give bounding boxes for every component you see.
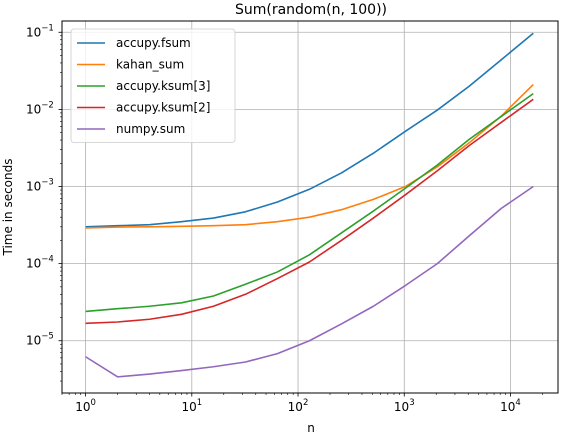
- y-tick-label: 10−3: [26, 178, 54, 194]
- series-line-accupy-fsum: [85, 32, 534, 228]
- x-tick-label: 104: [500, 398, 521, 414]
- series-line-kahan-sum: [85, 83, 534, 229]
- legend: accupy.fsum kahan_sum accupy.ksum[3] accupy…: [70, 28, 236, 143]
- x-tick-label: 102: [288, 398, 309, 414]
- x-tick-label: 100: [75, 398, 96, 414]
- axis-ticks: 100 101 102 103 104 10−5 10−4 10−3 10−2 10−1: [26, 23, 543, 414]
- y-tick-label: 10−4: [26, 255, 54, 271]
- legend-label: numpy.sum: [116, 122, 185, 136]
- legend-label: accupy.ksum[2]: [116, 101, 210, 115]
- y-tick-label: 10−1: [26, 23, 54, 39]
- x-tick-label: 101: [181, 398, 202, 414]
- chart-title: Sum(random(n, 100)): [235, 2, 387, 18]
- series-line-accupy-ksum-2-: [85, 98, 534, 325]
- series-layer: [85, 32, 534, 378]
- y-tick-label: 10−5: [26, 332, 54, 348]
- y-tick-label: 10−2: [26, 100, 54, 116]
- legend-label: kahan_sum: [116, 58, 184, 72]
- x-tick-label: 103: [394, 398, 415, 414]
- legend-label: accupy.ksum[3]: [116, 79, 210, 93]
- legend-box: [70, 28, 236, 143]
- plot-area: [61, 20, 559, 394]
- series-line-numpy-sum: [85, 185, 534, 378]
- x-axis-label: n: [307, 421, 315, 435]
- legend-label: accupy.fsum: [116, 36, 191, 50]
- y-axis-label: Time in seconds: [1, 159, 15, 257]
- series-line-accupy-ksum-3-: [85, 92, 534, 313]
